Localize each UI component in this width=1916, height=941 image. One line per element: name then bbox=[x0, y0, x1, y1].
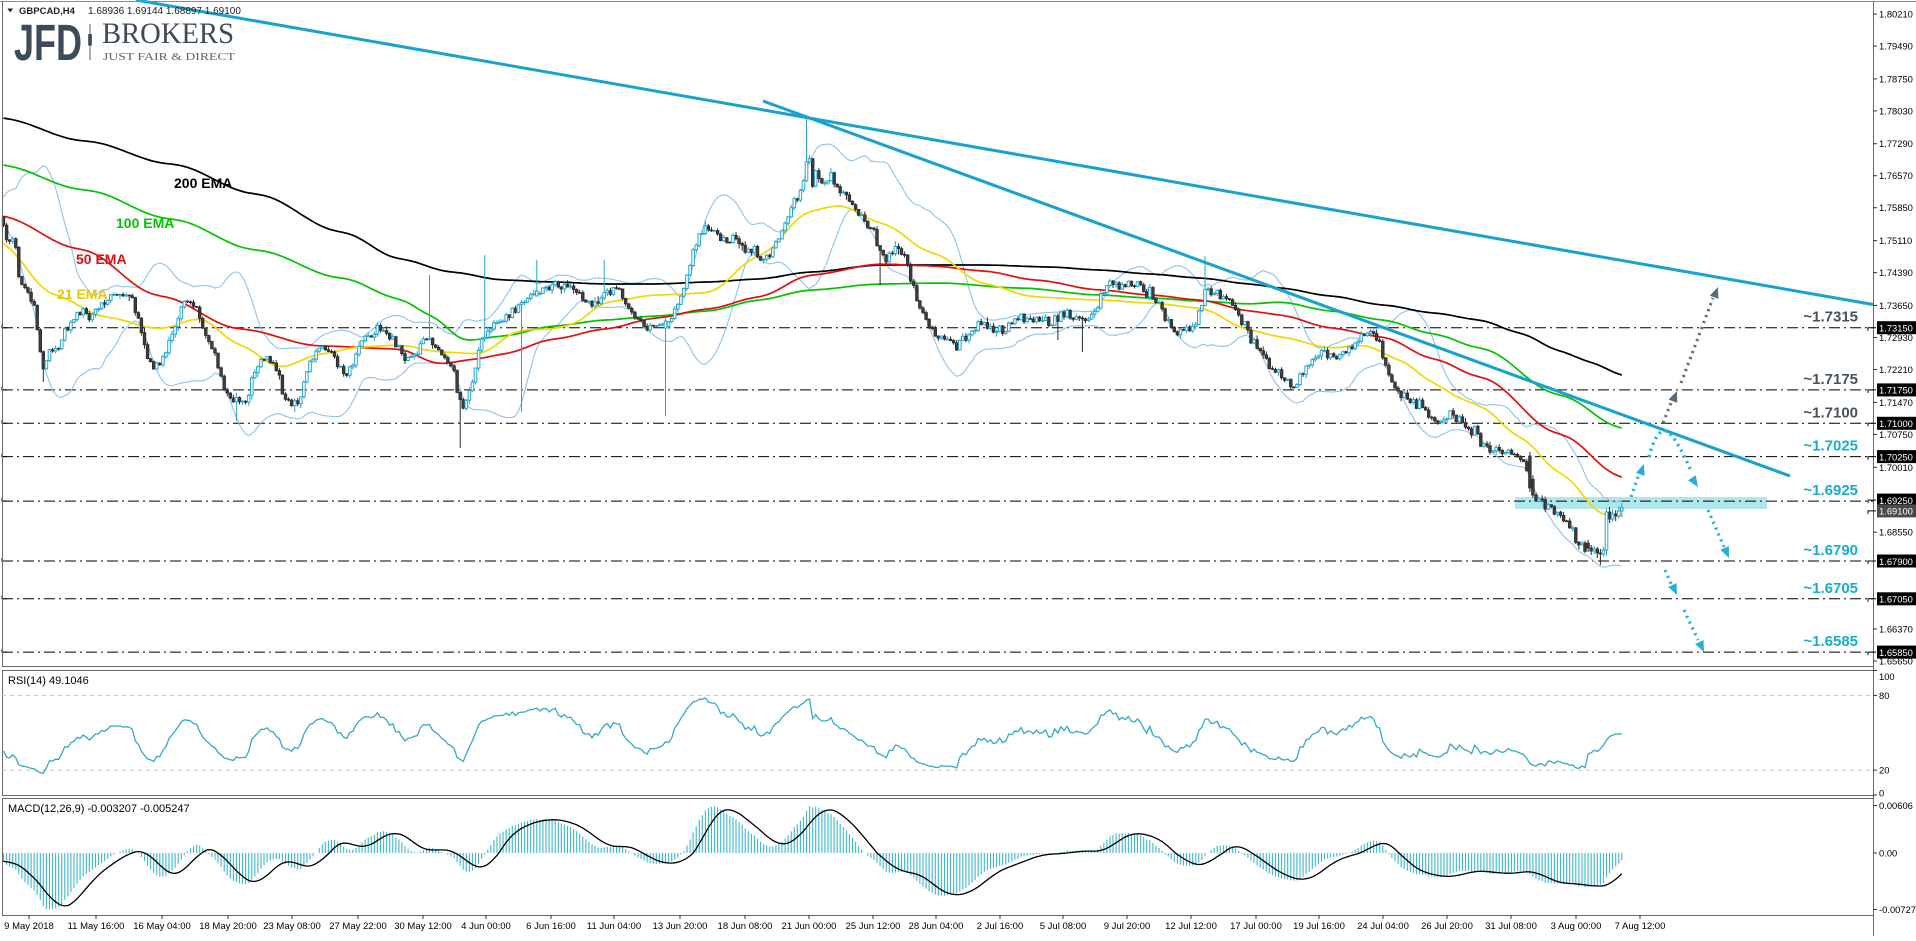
svg-text:1.77290: 1.77290 bbox=[1879, 138, 1913, 149]
svg-text:1.69100: 1.69100 bbox=[1879, 506, 1913, 517]
svg-text:16 May 04:00: 16 May 04:00 bbox=[133, 921, 191, 932]
svg-text:25 Jun 12:00: 25 Jun 12:00 bbox=[846, 921, 901, 932]
svg-text:1.76570: 1.76570 bbox=[1879, 170, 1913, 181]
svg-text:1.71000: 1.71000 bbox=[1879, 418, 1913, 429]
svg-text:30 May 12:00: 30 May 12:00 bbox=[394, 921, 452, 932]
svg-text:20: 20 bbox=[1879, 765, 1889, 776]
svg-text:100 EMA: 100 EMA bbox=[116, 215, 174, 231]
svg-text:200 EMA: 200 EMA bbox=[174, 175, 232, 191]
svg-text:~1.7100: ~1.7100 bbox=[1803, 404, 1858, 421]
svg-text:1.78030: 1.78030 bbox=[1879, 105, 1913, 116]
svg-text:1.70750: 1.70750 bbox=[1879, 429, 1913, 440]
svg-text:~1.6925: ~1.6925 bbox=[1803, 482, 1858, 499]
svg-text:0: 0 bbox=[1879, 788, 1884, 799]
svg-text:1.67900: 1.67900 bbox=[1879, 556, 1913, 567]
svg-text:~1.7025: ~1.7025 bbox=[1803, 438, 1858, 455]
svg-text:1.65650: 1.65650 bbox=[1879, 656, 1913, 667]
svg-text:0.00606: 0.00606 bbox=[1879, 800, 1913, 811]
svg-text:21 EMA: 21 EMA bbox=[57, 286, 108, 302]
svg-text:1.66370: 1.66370 bbox=[1879, 624, 1913, 635]
svg-text:1.72210: 1.72210 bbox=[1879, 364, 1913, 375]
svg-text:21 Jun 00:00: 21 Jun 00:00 bbox=[782, 921, 837, 932]
svg-text:17 Jul 00:00: 17 Jul 00:00 bbox=[1230, 921, 1282, 932]
svg-text:100: 100 bbox=[1879, 671, 1895, 682]
svg-text:JFD: JFD bbox=[14, 14, 82, 71]
svg-text:-0.00727: -0.00727 bbox=[1879, 904, 1916, 915]
svg-text:5 Jul 08:00: 5 Jul 08:00 bbox=[1040, 921, 1086, 932]
svg-text:1.69250: 1.69250 bbox=[1879, 495, 1913, 506]
svg-text:BROKERS: BROKERS bbox=[102, 17, 234, 50]
svg-text:~1.6585: ~1.6585 bbox=[1803, 633, 1858, 650]
svg-text:13 Jun 20:00: 13 Jun 20:00 bbox=[653, 921, 708, 932]
svg-text:1.70010: 1.70010 bbox=[1879, 462, 1913, 473]
svg-text:1.75850: 1.75850 bbox=[1879, 202, 1913, 213]
svg-text:26 Jul 20:00: 26 Jul 20:00 bbox=[1421, 921, 1473, 932]
svg-text:18 Jun 08:00: 18 Jun 08:00 bbox=[718, 921, 773, 932]
svg-text:1.65850: 1.65850 bbox=[1879, 647, 1913, 658]
svg-text:0.00: 0.00 bbox=[1879, 848, 1897, 859]
svg-text:1.71470: 1.71470 bbox=[1879, 397, 1913, 408]
svg-text:JUST FAIR & DIRECT: JUST FAIR & DIRECT bbox=[103, 51, 235, 63]
svg-text:MACD(12,26,9) -0.003207 -0.005: MACD(12,26,9) -0.003207 -0.005247 bbox=[8, 803, 190, 815]
svg-text:1.73650: 1.73650 bbox=[1879, 300, 1913, 311]
svg-text:24 Jul 04:00: 24 Jul 04:00 bbox=[1357, 921, 1409, 932]
svg-text:11 Jun 04:00: 11 Jun 04:00 bbox=[587, 921, 641, 932]
svg-text:9 May 2018: 9 May 2018 bbox=[4, 921, 54, 932]
svg-text:GBPCAD,H4: GBPCAD,H4 bbox=[19, 6, 76, 17]
svg-text:1.73150: 1.73150 bbox=[1879, 323, 1913, 334]
svg-text:11 May 16:00: 11 May 16:00 bbox=[68, 921, 125, 932]
svg-text:~1.6790: ~1.6790 bbox=[1803, 542, 1858, 559]
svg-text:RSI(14) 49.1046: RSI(14) 49.1046 bbox=[8, 675, 89, 687]
svg-text:2 Jul 16:00: 2 Jul 16:00 bbox=[977, 921, 1023, 932]
svg-text:18 May 20:00: 18 May 20:00 bbox=[199, 921, 257, 932]
svg-text:12 Jul 12:00: 12 Jul 12:00 bbox=[1165, 921, 1217, 932]
svg-text:~1.7315: ~1.7315 bbox=[1803, 309, 1858, 326]
svg-text:1.71750: 1.71750 bbox=[1879, 385, 1913, 396]
svg-text:27 May 22:00: 27 May 22:00 bbox=[329, 921, 387, 932]
svg-text:1.72930: 1.72930 bbox=[1879, 332, 1913, 343]
svg-text:1.78750: 1.78750 bbox=[1879, 73, 1913, 84]
svg-text:1.79490: 1.79490 bbox=[1879, 41, 1913, 52]
svg-text:4 Jun 00:00: 4 Jun 00:00 bbox=[461, 921, 511, 932]
svg-text:1.70250: 1.70250 bbox=[1879, 451, 1913, 462]
svg-text:~1.7175: ~1.7175 bbox=[1803, 371, 1858, 388]
svg-text:1.74390: 1.74390 bbox=[1879, 267, 1913, 278]
svg-text:1.75110: 1.75110 bbox=[1879, 235, 1912, 246]
svg-text:23 May 08:00: 23 May 08:00 bbox=[263, 921, 321, 932]
svg-text:1.68936 1.69144 1.68897 1.6910: 1.68936 1.69144 1.68897 1.69100 bbox=[88, 6, 241, 17]
svg-text:31 Jul 08:00: 31 Jul 08:00 bbox=[1485, 921, 1537, 932]
svg-text:3 Aug 00:00: 3 Aug 00:00 bbox=[1551, 921, 1602, 932]
svg-text:19 Jul 16:00: 19 Jul 16:00 bbox=[1293, 921, 1345, 932]
svg-text:1.67050: 1.67050 bbox=[1879, 594, 1913, 605]
svg-text:50 EMA: 50 EMA bbox=[76, 251, 127, 267]
svg-text:1.80210: 1.80210 bbox=[1879, 9, 1913, 20]
svg-text:1.68550: 1.68550 bbox=[1879, 527, 1913, 538]
svg-text:7 Aug 12:00: 7 Aug 12:00 bbox=[1615, 921, 1666, 932]
svg-text:80: 80 bbox=[1879, 690, 1889, 701]
svg-text:28 Jun 04:00: 28 Jun 04:00 bbox=[909, 921, 964, 932]
svg-text:9 Jul 20:00: 9 Jul 20:00 bbox=[1104, 921, 1150, 932]
svg-text:~1.6705: ~1.6705 bbox=[1803, 580, 1858, 597]
svg-text:6 Jun 16:00: 6 Jun 16:00 bbox=[526, 921, 576, 932]
